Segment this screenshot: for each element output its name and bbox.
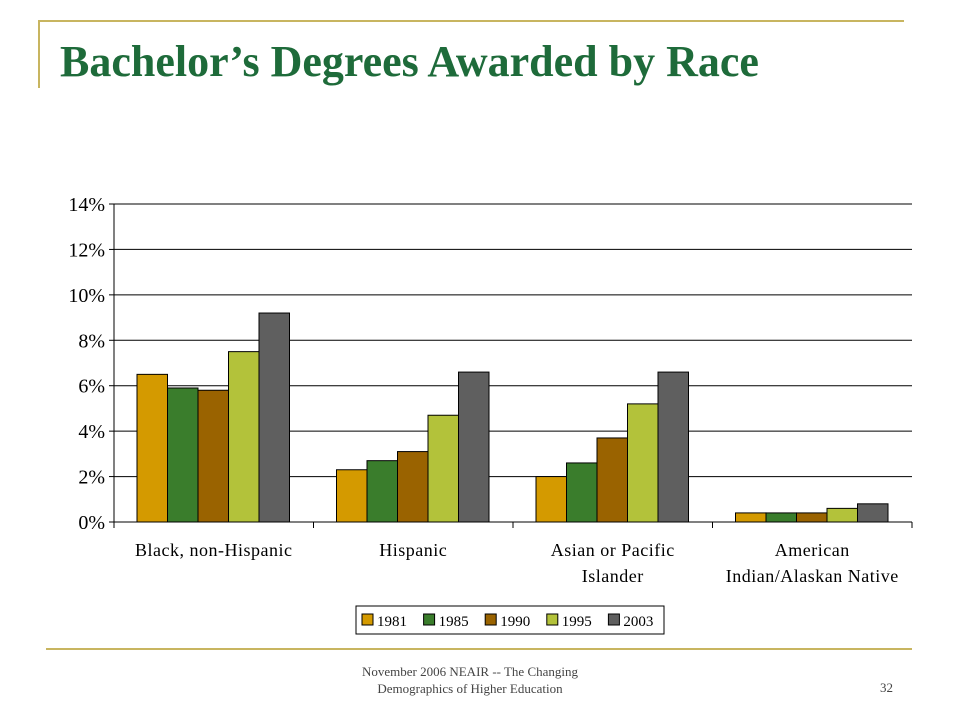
- slide-title: Bachelor’s Degrees Awarded by Race: [60, 37, 759, 86]
- bar: [535, 476, 567, 523]
- bar: [336, 469, 368, 523]
- bar: [458, 371, 490, 523]
- y-tick-label: 2%: [78, 467, 105, 489]
- bar: [427, 414, 459, 523]
- bar: [627, 403, 659, 523]
- legend-label: 1985: [439, 614, 469, 630]
- legend-label: 1990: [500, 614, 530, 630]
- bar: [136, 373, 168, 523]
- legend-label: 1995: [562, 614, 592, 630]
- y-tick-label: 10%: [68, 285, 105, 307]
- x-category-label: Black, non-Hispanic: [135, 540, 292, 560]
- bar: [366, 460, 398, 523]
- bar: [826, 507, 858, 523]
- x-category-label: Asian or Pacific: [551, 540, 675, 560]
- x-category-label: American: [775, 540, 850, 560]
- x-category-label: Islander: [582, 566, 644, 586]
- bar: [566, 462, 598, 523]
- legend-label: 2003: [623, 614, 653, 630]
- legend-swatch: [484, 613, 497, 626]
- bar: [167, 387, 199, 523]
- bar: [197, 389, 229, 523]
- y-tick-label: 12%: [68, 239, 105, 261]
- left-rule: [38, 20, 40, 88]
- footer-rule: [46, 648, 912, 650]
- bar: [765, 512, 797, 523]
- y-tick-label: 8%: [78, 330, 105, 352]
- legend-label: 1981: [377, 614, 407, 630]
- legend-swatch: [361, 613, 374, 626]
- bar: [258, 312, 290, 523]
- footer-line-1: November 2006 NEAIR -- The Changing: [361, 664, 579, 679]
- legend-swatch: [423, 613, 436, 626]
- bar: [397, 451, 429, 523]
- footer-text: November 2006 NEAIR -- The Changing Demo…: [300, 663, 640, 697]
- bar: [857, 503, 889, 523]
- footer-line-2: Demographics of Higher Education: [377, 681, 563, 696]
- bar-chart: 0% 2% 4% 6% 8% 10% 12% 14% Black, non-Hispanic Hi…: [68, 194, 913, 635]
- legend-swatch: [607, 613, 620, 626]
- page-number: 32: [880, 680, 893, 695]
- bar: [657, 371, 689, 523]
- bar: [796, 512, 828, 523]
- y-tick-label: 6%: [78, 376, 105, 398]
- x-category-label: Indian/Alaskan Native: [726, 566, 899, 586]
- bar: [735, 512, 767, 523]
- y-tick-label: 4%: [78, 421, 105, 443]
- bar: [228, 351, 260, 523]
- top-rule: [38, 20, 904, 22]
- y-tick-label: 0%: [78, 512, 105, 534]
- bar: [596, 437, 628, 523]
- legend-swatch: [546, 613, 559, 626]
- y-tick-label: 14%: [68, 194, 105, 216]
- x-category-label: Hispanic: [379, 540, 447, 560]
